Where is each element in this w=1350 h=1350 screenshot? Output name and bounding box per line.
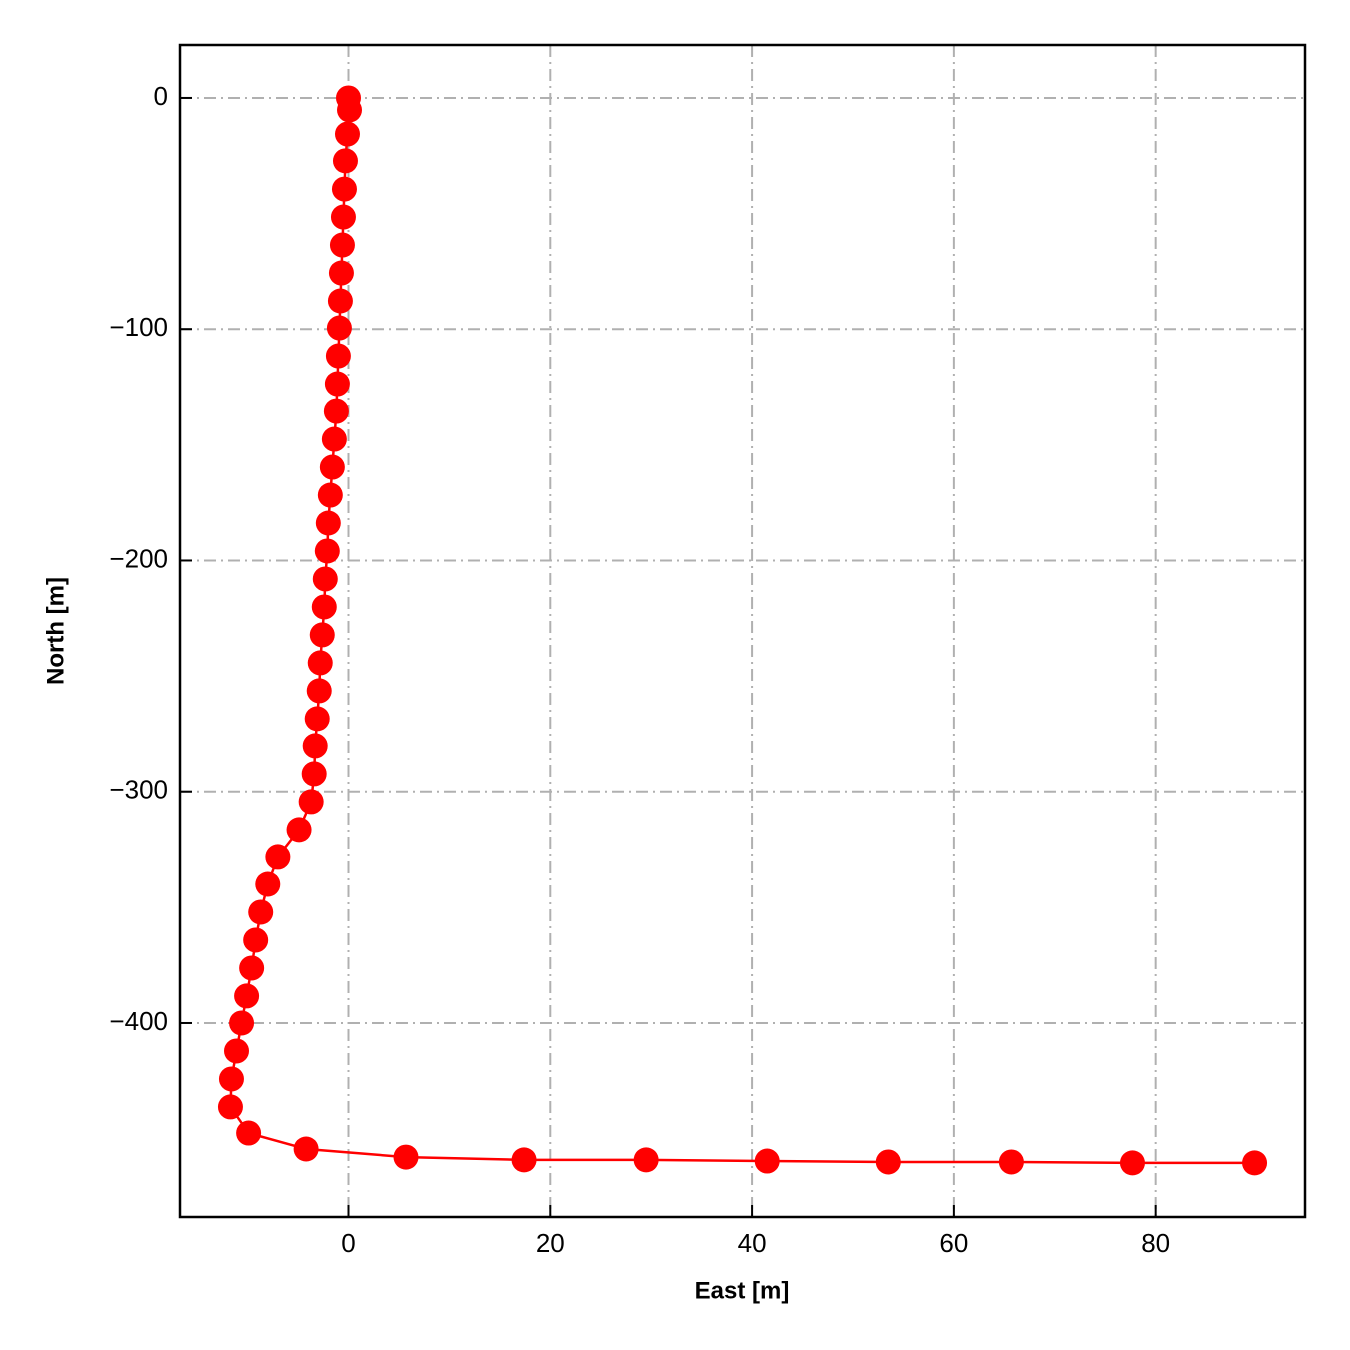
point-marker	[875, 1149, 901, 1175]
point-marker	[754, 1148, 780, 1174]
point-marker	[326, 315, 352, 341]
point-marker	[321, 426, 347, 452]
point-marker	[315, 510, 341, 536]
point-marker	[998, 1149, 1024, 1175]
point-marker	[309, 622, 335, 648]
point-marker	[393, 1144, 419, 1170]
point-marker	[307, 650, 333, 676]
plot-frame	[178, 43, 1307, 1219]
point-marker	[298, 789, 324, 815]
point-marker	[332, 148, 358, 174]
point-marker	[239, 955, 265, 981]
point-marker	[255, 871, 281, 897]
point-marker	[327, 288, 353, 314]
point-marker	[1119, 1150, 1145, 1176]
point-marker	[323, 398, 349, 424]
point-marker	[236, 1120, 262, 1146]
point-marker	[304, 706, 330, 732]
x-tick-label: 60	[939, 1228, 968, 1258]
point-marker	[302, 733, 328, 759]
point-marker	[1242, 1150, 1268, 1176]
point-marker	[331, 176, 357, 202]
point-marker	[311, 594, 337, 620]
point-marker	[229, 1010, 255, 1036]
y-tick-label: −100	[109, 312, 168, 342]
point-marker	[218, 1066, 244, 1092]
x-axis-label: East [m]	[695, 1277, 790, 1304]
point-marker	[217, 1094, 243, 1120]
point-marker	[265, 844, 291, 870]
series-line	[229, 97, 1255, 1165]
point-marker	[324, 371, 350, 397]
point-marker	[248, 899, 274, 925]
y-tick-label: 0	[154, 81, 168, 111]
x-tick-label: 80	[1141, 1228, 1170, 1258]
point-marker	[314, 538, 340, 564]
y-axis-label: North [m]	[42, 577, 69, 685]
point-marker	[224, 1038, 250, 1064]
point-marker	[325, 343, 351, 369]
x-tick-label: 20	[536, 1228, 565, 1258]
point-marker	[330, 204, 356, 230]
point-marker	[293, 1136, 319, 1162]
y-tick-label: −200	[109, 543, 168, 573]
point-marker	[328, 260, 354, 286]
point-marker	[317, 482, 343, 508]
y-tick-label: −300	[109, 775, 168, 805]
point-marker	[319, 454, 345, 480]
point-marker	[329, 232, 355, 258]
point-marker	[234, 983, 260, 1009]
point-marker	[312, 566, 338, 592]
point-marker	[286, 817, 312, 843]
x-tick-label: 40	[738, 1228, 767, 1258]
point-marker	[511, 1147, 537, 1173]
point-marker	[306, 678, 332, 704]
x-tick-label: 0	[341, 1228, 355, 1258]
point-marker	[633, 1147, 659, 1173]
point-marker	[337, 97, 363, 123]
point-marker	[243, 927, 269, 953]
y-tick-label: −400	[109, 1006, 168, 1036]
point-marker	[334, 121, 360, 147]
point-marker	[301, 761, 327, 787]
